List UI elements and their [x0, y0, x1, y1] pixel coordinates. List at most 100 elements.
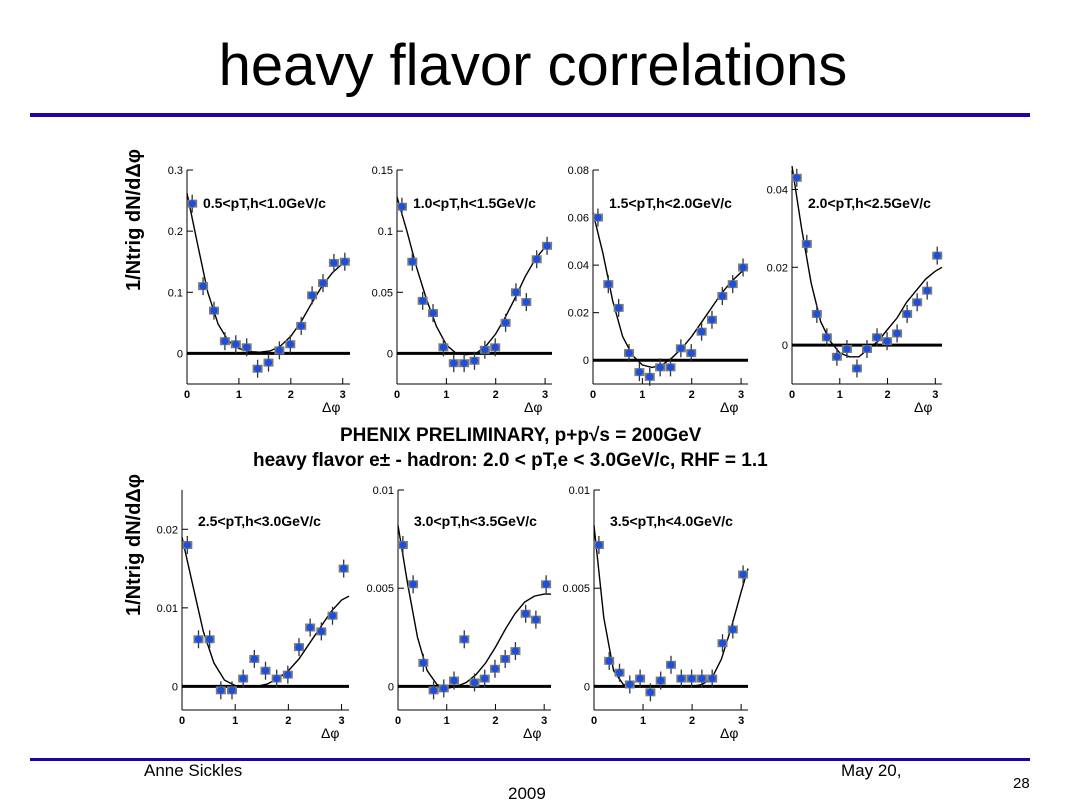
panel-0-xtick-label: 1	[236, 389, 242, 401]
caption-line-1: PHENIX PRELIMINARY, p+p√s = 200GeV	[340, 425, 702, 446]
panel-6-data-point	[646, 688, 655, 696]
panel-2-data-point	[615, 304, 623, 312]
panel-3-ytick-label: 0	[782, 340, 788, 352]
panel-3-data-point	[863, 345, 871, 353]
slide-title: heavy flavor correlations	[218, 33, 848, 98]
panel-0-ytick-label: 0.2	[168, 226, 183, 238]
panel-6-data-point	[739, 570, 747, 579]
panel-1-ytick-label: 0	[387, 348, 393, 360]
panel-6-data-point	[718, 639, 727, 647]
panel-4-ytick-label: 0.01	[157, 603, 178, 615]
panel-2-data-point	[697, 328, 706, 336]
panel-5-data-point	[399, 541, 407, 549]
panel-4-data-point	[206, 635, 214, 643]
panel-1-xtick-label: 3	[542, 389, 548, 401]
panel-4-fit-curve	[181, 536, 350, 688]
panel-0-data-point	[330, 259, 338, 267]
panel-4-data-point	[261, 667, 270, 675]
panel-6-data-point	[615, 669, 624, 677]
correlation-plots: 00.10.20.30 1 2 3Δφ0.5<pT,h<1.0GeV/c00.050.…	[123, 149, 943, 741]
panel-3-xtick-label: 0	[789, 389, 795, 401]
panel-0-data-point	[232, 340, 240, 348]
panel-0-ytick-label: 0.3	[168, 165, 183, 177]
panel-5-data-point	[429, 686, 438, 694]
panel-2-ytick-label: 0	[583, 355, 589, 367]
panel-3-ytick-label: 0.04	[767, 184, 788, 196]
panel-4-data-point	[239, 674, 247, 683]
panel-6-data-point	[657, 676, 665, 685]
panel-1-pt-label: 1.0<pT,h<1.5GeV/c	[413, 195, 536, 211]
panel-6-data-point	[708, 674, 716, 683]
footer-date-line1: May 20,	[841, 761, 902, 780]
panel-3-data-point	[883, 337, 891, 345]
panel-5-data-point	[542, 580, 550, 588]
panel-1-data-point	[419, 297, 427, 305]
panel-5-xtick-label: 0	[395, 715, 401, 727]
panel-5-data-point	[481, 674, 489, 683]
page-number: 28	[1013, 775, 1030, 792]
panel-0-data-point	[286, 340, 294, 348]
panel-1-data-point	[460, 359, 468, 367]
panel-4-data-point	[183, 541, 191, 549]
panel-0-data-point	[199, 282, 207, 290]
panel-6-data-point	[729, 625, 737, 634]
panel-0-xtick-label: 3	[340, 389, 346, 401]
panel-5-data-point	[440, 684, 448, 692]
panel-6-data-point	[698, 674, 706, 683]
panel-2-data-point	[646, 373, 654, 381]
panel-2-data-point	[729, 280, 737, 288]
panel-6-data-point	[605, 657, 613, 665]
yaxis-label-row-1: 1/Ntrig dN/dΔφ	[123, 474, 145, 616]
panel-3-data-point	[913, 298, 921, 306]
panel-4-xlabel: Δφ	[321, 725, 339, 741]
panel-3-data-point	[813, 310, 821, 318]
panel-5-ytick-label: 0.005	[366, 583, 394, 595]
panel-0-data-point	[221, 337, 229, 345]
panel-4-data-point	[273, 674, 281, 683]
footer-rule	[30, 758, 1030, 761]
panel-6-xtick-label: 1	[640, 715, 646, 727]
panel-4-data-point	[194, 635, 203, 643]
panel-1-data-point	[470, 357, 479, 365]
panel-2-pt-label: 1.5<pT,h<2.0GeV/c	[609, 195, 732, 211]
panel-4-xtick-label: 1	[232, 715, 238, 727]
panel-6-ytick-label: 0	[584, 681, 590, 693]
panel-5-data-point	[522, 610, 530, 618]
panel-2-xlabel: Δφ	[720, 399, 738, 415]
panel-4-ytick-label: 0.02	[157, 524, 178, 536]
panel-1-data-point	[429, 309, 437, 317]
panel-5-data-point	[532, 616, 540, 624]
panel-3-xlabel: Δφ	[914, 399, 932, 415]
panel-4-xtick-label: 2	[285, 715, 291, 727]
panel-0-pt-label: 0.5<pT,h<1.0GeV/c	[203, 195, 326, 211]
panel-4-ytick-label: 0	[172, 681, 178, 693]
panel-3-data-point	[923, 287, 931, 295]
panel-6-xtick-label: 0	[591, 715, 597, 727]
panel-1-data-point	[439, 343, 448, 351]
panel-1-ytick-label: 0.15	[372, 165, 393, 177]
panel-0-data-point	[264, 359, 273, 367]
panel-3-data-point	[853, 364, 861, 373]
panel-5-data-point	[501, 655, 509, 663]
panel-5-data-point	[419, 659, 427, 667]
panel-1-data-point	[522, 298, 530, 306]
panel-6-ytick-label: 0.01	[569, 485, 590, 497]
panel-1-xlabel: Δφ	[524, 399, 542, 415]
caption-line-2: heavy flavor e± - hadron: 2.0 < pT,e < 3…	[253, 450, 768, 471]
panel-2-xtick-label: 0	[590, 389, 596, 401]
panel-2-data-point	[604, 280, 612, 288]
panel-5-xtick-label: 1	[444, 715, 450, 727]
panel-5-data-point	[511, 647, 520, 655]
panel-5-data-point	[460, 635, 468, 643]
panel-0-xtick-label: 0	[184, 389, 190, 401]
title-underline	[30, 113, 1030, 117]
panel-0-ytick-label: 0	[177, 348, 183, 360]
panel-6-data-point	[677, 674, 685, 683]
panel-6-data-point	[667, 661, 675, 669]
panel-1-ytick-label: 0.1	[378, 226, 393, 238]
panel-2-data-point	[594, 213, 602, 222]
panel-3-data-point	[843, 345, 851, 353]
panel-2-data-point	[739, 263, 747, 272]
panel-3-data-point	[833, 353, 841, 361]
panel-6-data-point	[626, 680, 634, 689]
